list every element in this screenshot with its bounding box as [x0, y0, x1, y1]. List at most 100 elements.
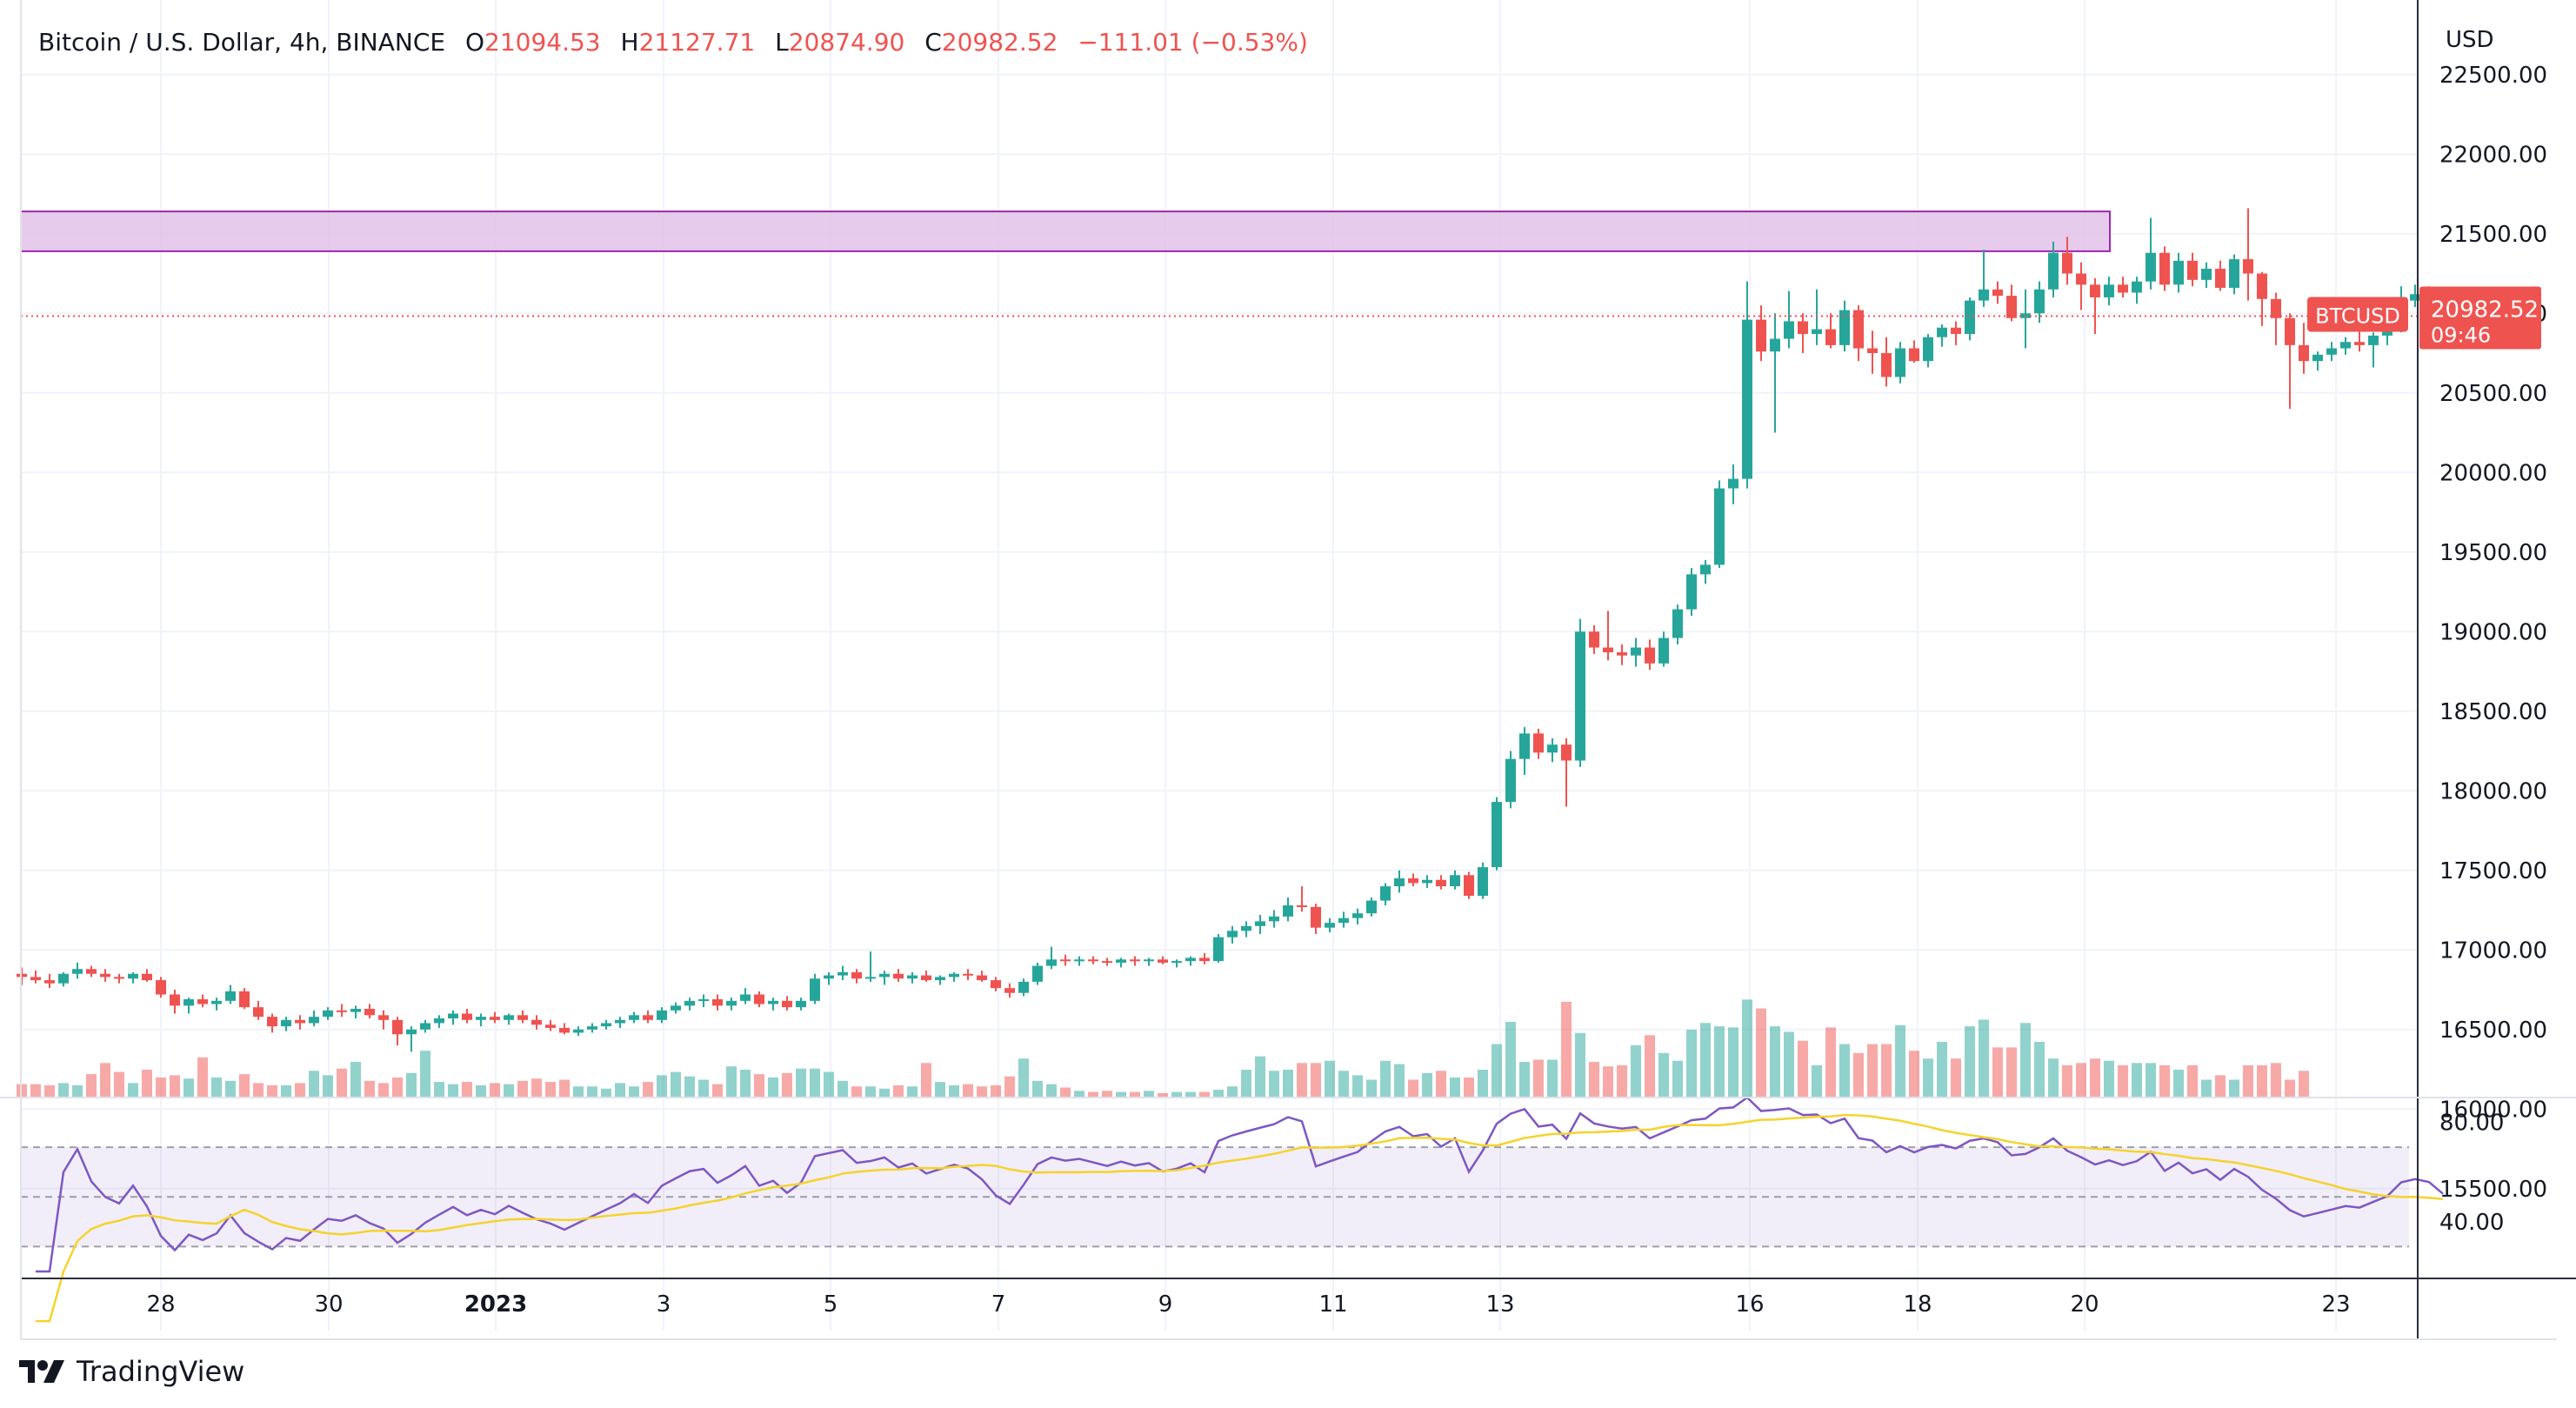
volume-bar [1728, 1027, 1738, 1098]
volume-bar [935, 1082, 945, 1098]
symbol-legend[interactable]: Bitcoin / U.S. Dollar, 4h, BINANCE O2109… [38, 28, 1308, 57]
candle-body [1004, 988, 1015, 993]
time-axis-labels[interactable]: 28 30 2023 3 5 7 9 11 13 16 18 20 23 [146, 1291, 2350, 1318]
candle-body [100, 973, 110, 978]
volume-bar [2159, 1064, 2170, 1098]
volume-bar [1672, 1060, 1683, 1098]
candle-body [1366, 900, 1377, 914]
candle-body [462, 1013, 472, 1020]
volume-bar [1492, 1044, 1502, 1098]
candle-body [1825, 329, 1836, 345]
candle-body [963, 973, 973, 976]
volume-bar [225, 1080, 236, 1098]
candle-body [1018, 981, 1029, 993]
volume-bar [1436, 1071, 1446, 1098]
candle-body [1185, 958, 1196, 962]
candle-body [657, 1010, 667, 1020]
candle-body [1227, 931, 1238, 938]
volume-bar [114, 1071, 124, 1098]
volume-bar [2146, 1063, 2156, 1098]
candle-body [1547, 744, 1558, 753]
candle-body [1325, 923, 1335, 928]
volume-bar [517, 1080, 528, 1098]
close-value: 20982.52 [941, 28, 1058, 57]
volume-bar [420, 1051, 430, 1098]
candle-body [2312, 354, 2323, 362]
candle-body [1422, 879, 1432, 884]
price-axis-labels[interactable]: USD22500.0022000.0021500.0021000.0020500… [2439, 27, 2547, 1203]
candle-body [1130, 959, 1140, 962]
candle-body [1812, 329, 1822, 335]
price-tick-label: 16000.00 [2439, 1097, 2547, 1123]
candle-body [1408, 877, 1418, 884]
candle-body [1839, 310, 1850, 345]
low-label: L [775, 28, 789, 57]
candle-body [211, 1000, 222, 1004]
volume-bar [142, 1070, 152, 1098]
candle-body [865, 977, 876, 979]
volume-bar [1867, 1044, 1878, 1098]
volume-bar [1366, 1079, 1377, 1098]
volume-bar [726, 1066, 737, 1098]
symbol-title[interactable]: Bitcoin / U.S. Dollar, 4h, BINANCE [38, 28, 446, 57]
volume-bar [1770, 1026, 1780, 1098]
volume-bar [462, 1082, 472, 1098]
volume-bar [281, 1084, 291, 1098]
candle-body [1992, 289, 2003, 297]
candle-body [1060, 959, 1071, 962]
candle-body [2006, 296, 2017, 318]
volume-bar [1881, 1044, 1892, 1098]
volume-bar [1784, 1031, 1794, 1098]
volume-bar [490, 1083, 500, 1098]
tradingview-brand[interactable]: TradingView [19, 1355, 244, 1388]
candle-body [2076, 273, 2086, 285]
candle-body [1589, 631, 1599, 648]
candle-body [1478, 867, 1488, 897]
volume-bar [1241, 1070, 1251, 1098]
candle-body [782, 1000, 792, 1008]
volume-bar [601, 1088, 611, 1098]
candle-body [142, 973, 152, 981]
volume-bar [378, 1083, 389, 1098]
candle-body [2104, 284, 2114, 297]
price-tag-bg [2419, 286, 2541, 350]
volume-bar [531, 1078, 542, 1098]
volume-bar [1116, 1091, 1126, 1098]
price-tag-countdown: 09:46 [2431, 323, 2491, 347]
volume-bar [1700, 1023, 1711, 1098]
volume-bar [657, 1075, 667, 1098]
candle-body [2326, 348, 2337, 355]
volume-bar [1311, 1063, 1321, 1098]
candle-body [1436, 879, 1446, 887]
volume-bar [2062, 1064, 2072, 1098]
candle-body [197, 999, 208, 1004]
volume-bar [1408, 1079, 1418, 1098]
volume-bar [364, 1080, 375, 1098]
candle-body [1505, 758, 1516, 803]
volume-bar [1533, 1059, 1544, 1098]
volume-bar [1561, 1001, 1572, 1098]
volume-bar [309, 1071, 319, 1098]
candle-body [824, 975, 834, 979]
volume-bar [2187, 1064, 2198, 1098]
candle-body [406, 1029, 417, 1035]
volume-bar [1839, 1044, 1850, 1098]
candle-body [1074, 959, 1084, 962]
time-tick-label: 9 [1158, 1291, 1173, 1318]
candle-body [629, 1015, 639, 1020]
volume-bar [1074, 1091, 1084, 1098]
volume-bar [1158, 1092, 1168, 1098]
volume-bar [1923, 1058, 1933, 1098]
candle-body [2187, 260, 2198, 280]
volume-bar [1297, 1063, 1307, 1098]
candle-body [2201, 269, 2212, 280]
volume-bar [1965, 1026, 1975, 1098]
volume-bar [824, 1071, 834, 1098]
price-tick-label: 21500.00 [2439, 222, 2547, 248]
volume-bar [1798, 1040, 1808, 1098]
volume-bar [1018, 1058, 1029, 1098]
volume-bar [1992, 1047, 2003, 1098]
volume-bar [949, 1084, 959, 1098]
candle-body [1046, 959, 1057, 966]
